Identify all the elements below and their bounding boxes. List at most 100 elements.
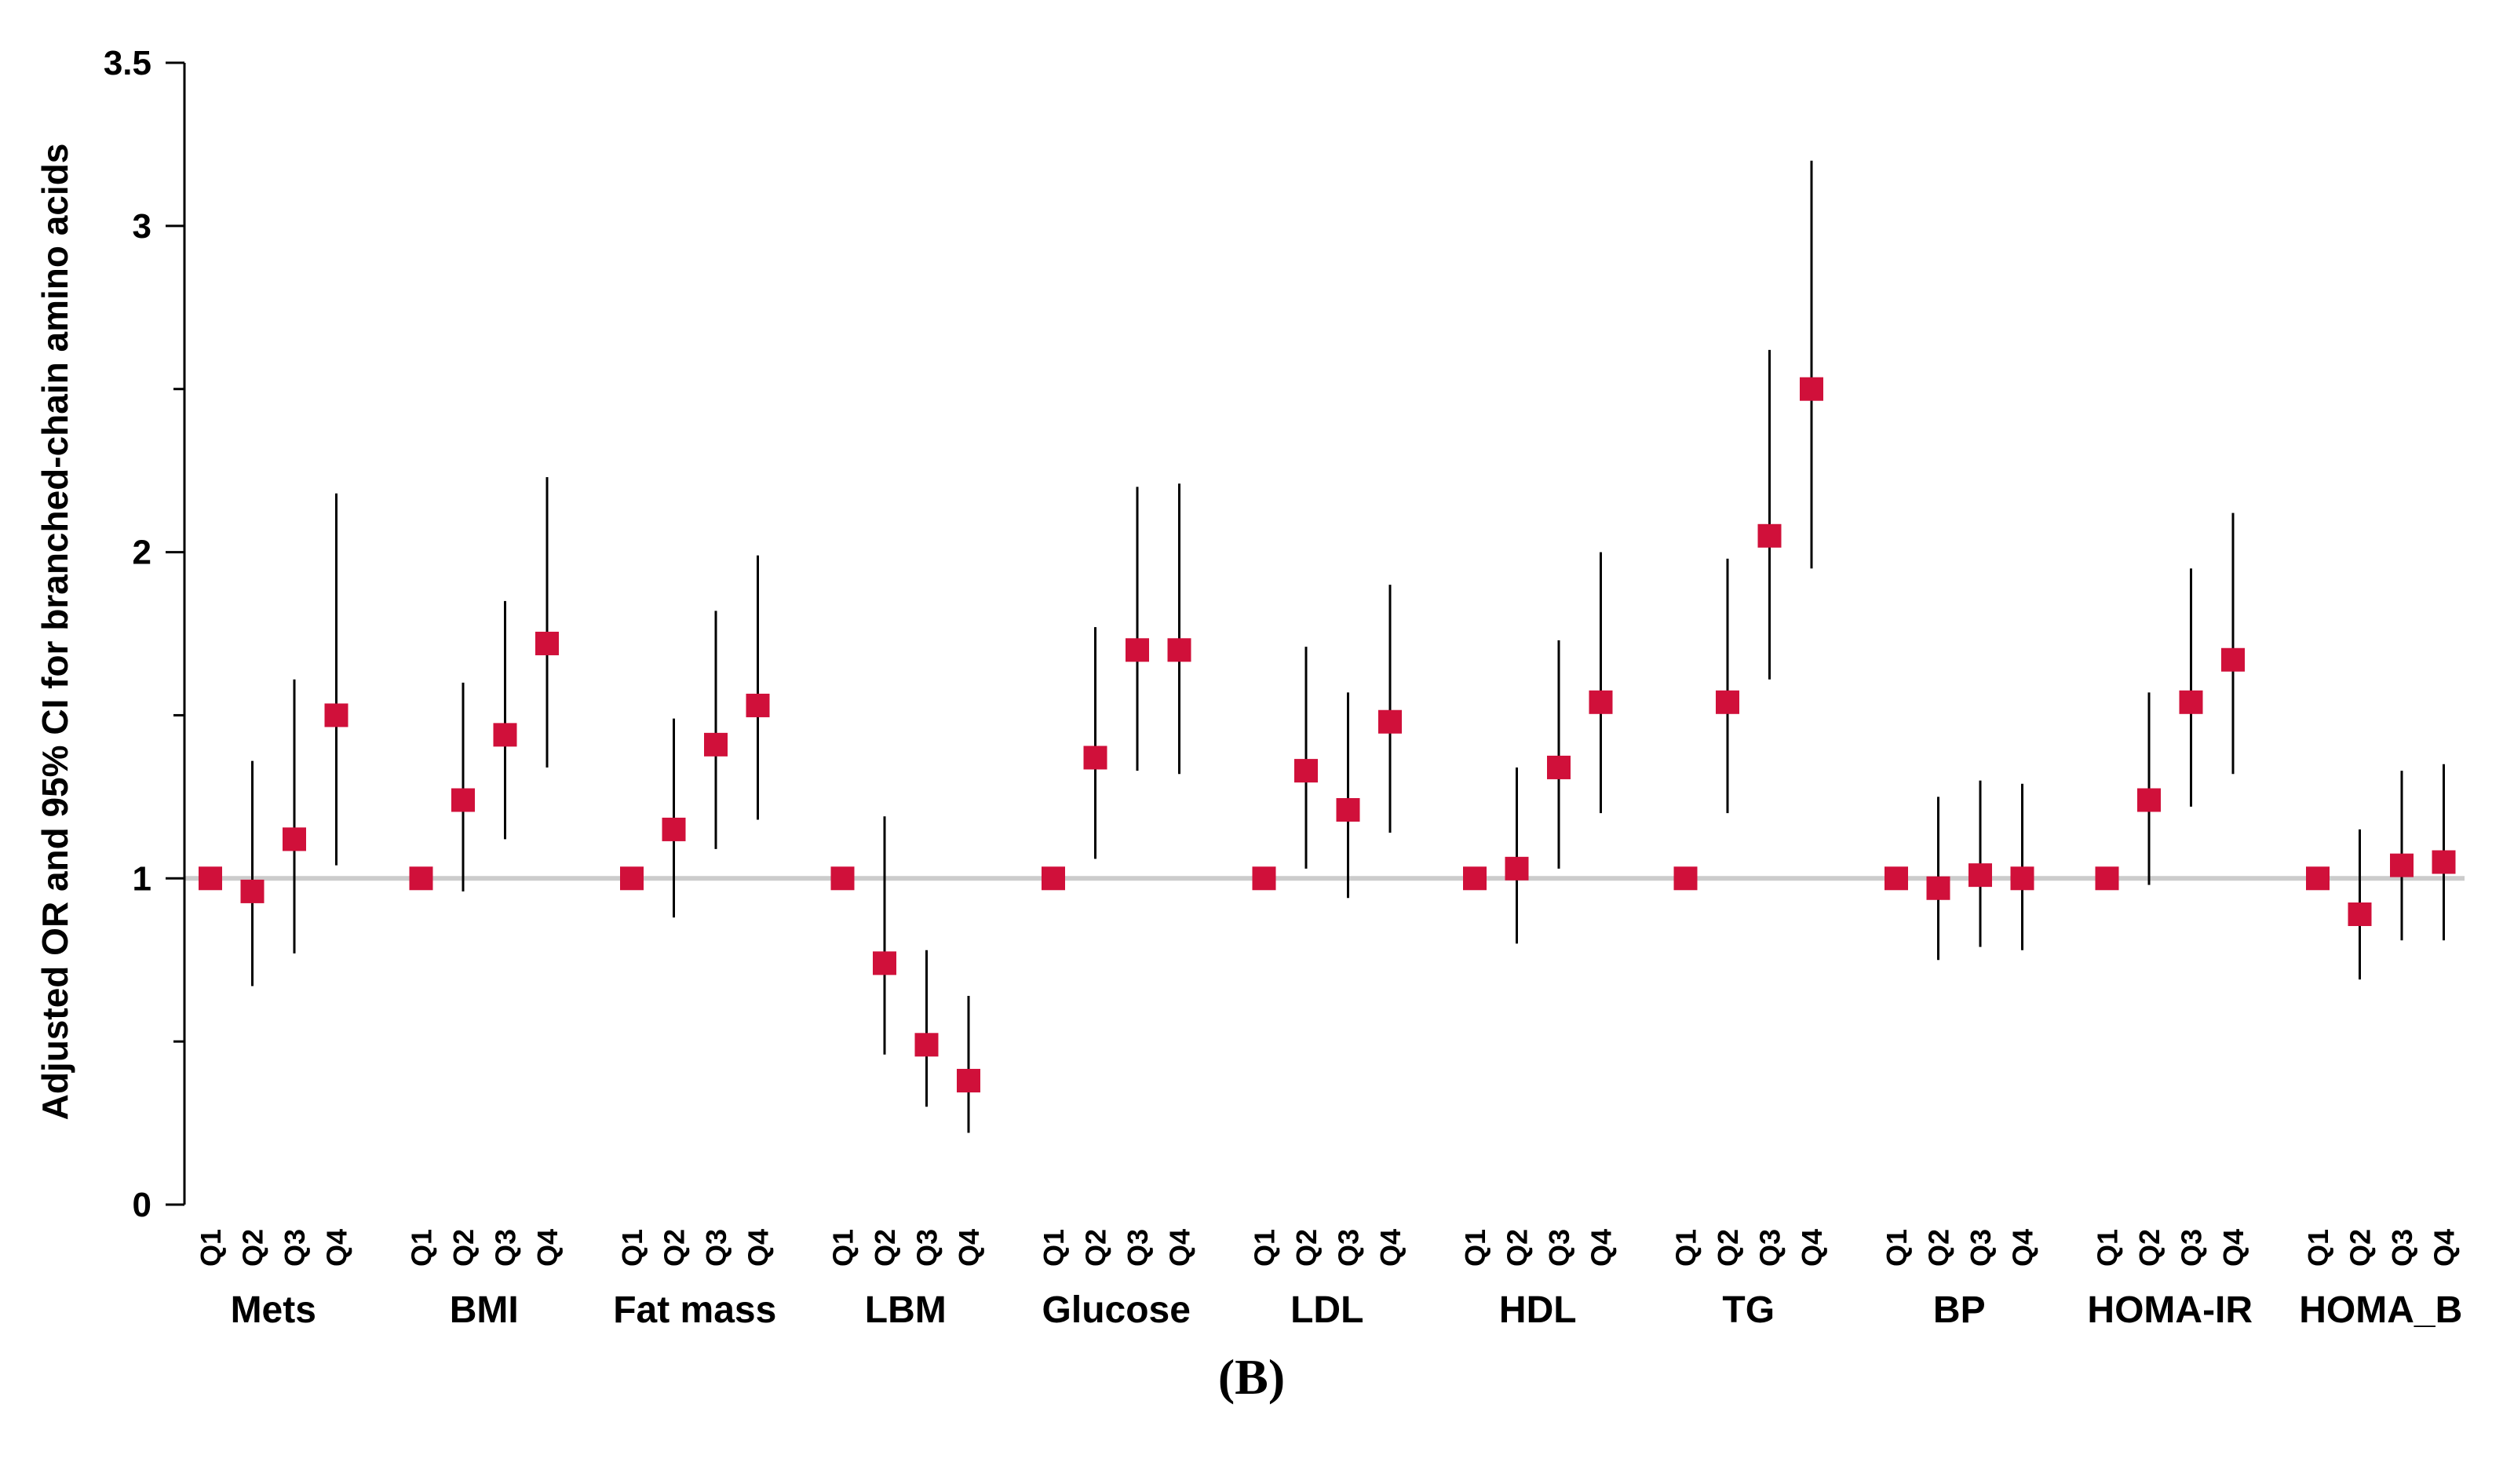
estimate-marker xyxy=(2137,788,2161,812)
estimate-marker xyxy=(2010,866,2034,891)
estimate-marker xyxy=(2306,866,2330,891)
group-label: BMI xyxy=(450,1289,519,1331)
estimate-marker xyxy=(1463,866,1487,891)
estimate-marker xyxy=(1378,709,1402,734)
estimate-marker xyxy=(240,879,265,903)
quartile-label: Q4 xyxy=(2217,1229,2249,1267)
quartile-label: Q2 xyxy=(1080,1229,1112,1267)
estimate-marker xyxy=(451,788,475,812)
quartile-label: Q2 xyxy=(1290,1229,1323,1267)
quartile-label: Q2 xyxy=(1923,1229,1955,1267)
estimate-marker xyxy=(493,723,517,747)
estimate-marker xyxy=(1589,690,1613,714)
estimate-marker xyxy=(324,703,348,727)
group-label: TG xyxy=(1722,1289,1775,1331)
estimate-marker xyxy=(1673,866,1698,891)
quartile-label: Q2 xyxy=(447,1229,480,1267)
quartile-label: Q2 xyxy=(2344,1229,2377,1267)
estimate-marker xyxy=(1083,746,1107,770)
estimate-marker xyxy=(1716,690,1739,714)
group-label: HDL xyxy=(1499,1289,1577,1331)
quartile-label: Q3 xyxy=(1333,1229,1365,1267)
estimate-marker xyxy=(2095,866,2119,891)
estimate-marker xyxy=(873,951,896,975)
estimate-marker xyxy=(620,866,644,891)
quartile-label: Q1 xyxy=(1881,1229,1913,1267)
quartile-label: Q1 xyxy=(1249,1229,1281,1267)
quartile-label: Q4 xyxy=(2428,1229,2461,1267)
quartile-label: Q1 xyxy=(616,1229,648,1267)
quartile-label: Q4 xyxy=(1374,1229,1407,1267)
estimate-marker xyxy=(1968,863,1992,888)
estimate-marker xyxy=(1336,797,1360,822)
quartile-label: Q1 xyxy=(1670,1229,1702,1267)
estimate-marker xyxy=(914,1033,939,1057)
estimate-marker xyxy=(1926,876,1950,900)
estimate-marker xyxy=(2432,850,2456,874)
estimate-marker xyxy=(409,866,433,891)
estimate-marker xyxy=(746,693,770,717)
quartile-label: Q2 xyxy=(659,1229,691,1267)
quartile-label: Q3 xyxy=(1122,1229,1154,1267)
quartile-label: Q4 xyxy=(1796,1229,1828,1267)
group-label: HOMA_B xyxy=(2299,1289,2462,1331)
group-label: Mets xyxy=(231,1289,316,1331)
estimate-marker xyxy=(2179,690,2203,714)
quartile-label: Q4 xyxy=(2007,1229,2039,1267)
quartile-label: Q1 xyxy=(1038,1229,1070,1267)
y-tick-label: 3 xyxy=(133,207,151,246)
group-label: LDL xyxy=(1290,1289,1363,1331)
estimate-marker xyxy=(1885,866,1908,891)
quartile-label: Q3 xyxy=(1754,1229,1786,1267)
quartile-label: Q1 xyxy=(195,1229,227,1267)
y-tick-label: 0 xyxy=(133,1186,151,1224)
estimate-marker xyxy=(662,817,686,841)
estimate-marker xyxy=(2348,902,2372,927)
quartile-label: Q1 xyxy=(2092,1229,2124,1267)
estimate-marker xyxy=(1042,866,1065,891)
quartile-label: Q2 xyxy=(1712,1229,1744,1267)
quartile-label: Q3 xyxy=(490,1229,522,1267)
estimate-marker xyxy=(1294,759,1318,783)
quartile-label: Q4 xyxy=(953,1229,985,1267)
estimate-marker xyxy=(1800,377,1823,401)
data-marks-layer xyxy=(199,160,2456,1133)
quartile-label: Q2 xyxy=(237,1229,269,1267)
estimate-marker xyxy=(957,1069,980,1093)
quartile-label: Q3 xyxy=(279,1229,311,1267)
quartile-label: Q3 xyxy=(2176,1229,2208,1267)
estimate-marker xyxy=(1547,755,1571,779)
estimate-marker xyxy=(1167,638,1191,662)
y-axis: 0 1 2 3 3.5 xyxy=(104,44,186,1224)
estimate-marker xyxy=(830,866,855,891)
group-label: Glucose xyxy=(1042,1289,1191,1331)
panel-caption: (B) xyxy=(1217,1349,1286,1405)
quartile-label: Q1 xyxy=(406,1229,438,1267)
y-tick-label: 1 xyxy=(133,859,151,898)
estimate-marker xyxy=(1126,638,1149,662)
group-label: LBM xyxy=(865,1289,947,1331)
estimate-marker xyxy=(283,827,306,851)
y-axis-label: Adjusted OR and 95% CI for branched-chai… xyxy=(35,144,75,1121)
group-label: HOMA-IR xyxy=(2087,1289,2253,1331)
estimate-marker xyxy=(2221,647,2245,672)
group-label: BP xyxy=(1933,1289,1986,1331)
group-label: Fat mass xyxy=(613,1289,776,1331)
quartile-label: Q1 xyxy=(2302,1229,2334,1267)
quartile-label: Q3 xyxy=(2386,1229,2418,1267)
quartile-label: Q4 xyxy=(743,1229,775,1267)
quartile-label: Q2 xyxy=(1501,1229,1534,1267)
quartile-label: Q4 xyxy=(1585,1229,1618,1267)
quartile-label: Q3 xyxy=(1543,1229,1575,1267)
quartile-label: Q2 xyxy=(869,1229,901,1267)
y-tick-label: 3.5 xyxy=(104,44,151,82)
estimate-marker xyxy=(704,732,728,757)
estimate-marker xyxy=(1505,856,1529,881)
quartile-label: Q3 xyxy=(1965,1229,1997,1267)
y-tick-label: 2 xyxy=(133,534,151,572)
quartile-label: Q3 xyxy=(700,1229,732,1267)
quartile-label: Q4 xyxy=(1164,1229,1196,1267)
quartile-label: Q4 xyxy=(531,1229,564,1267)
